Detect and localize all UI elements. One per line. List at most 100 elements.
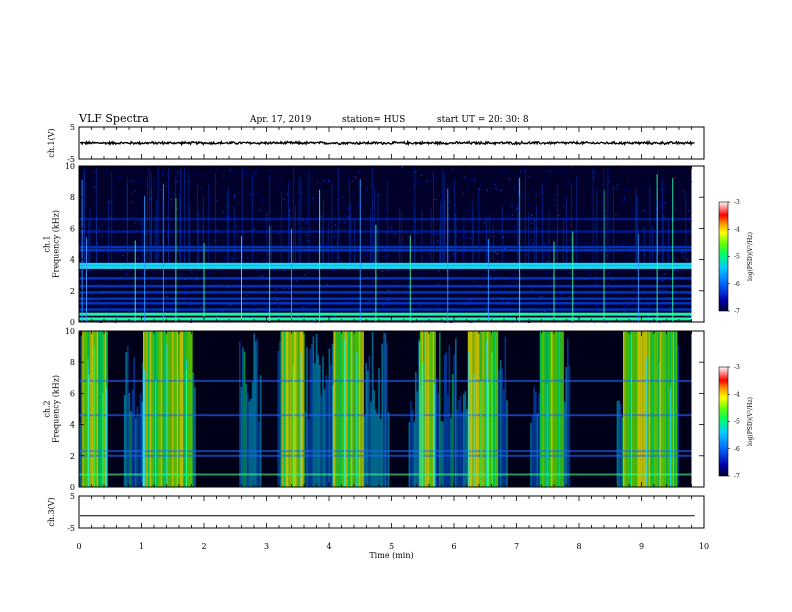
ch1-spectrogram-speckle	[394, 270, 396, 271]
ch1-spectrogram-speckle	[633, 320, 635, 322]
ch1-spectrogram-speckle	[475, 201, 477, 203]
ch1-spectrogram-speckle	[263, 224, 265, 226]
ch1-spectrogram-speckle	[98, 227, 101, 229]
ch2-spectrogram-column	[187, 331, 190, 487]
ch1-spectrogram-speckle	[663, 239, 665, 241]
ch1-spectrogram-speckle	[621, 240, 623, 242]
ch1-spectrogram-speckle	[576, 169, 578, 171]
ch1-spectrogram-speckle	[410, 201, 412, 202]
ch1-spectrogram-speckle	[266, 306, 268, 308]
ch1-spectrogram-speckle	[369, 225, 371, 227]
ch1-spectrogram-speckle	[352, 296, 354, 298]
ch1-spectrogram-speckle	[540, 306, 542, 308]
ch1-spectrogram-speckle	[622, 166, 624, 168]
ch1-spectrogram-speckle	[624, 199, 626, 201]
ch1-spectrogram-speckle	[296, 192, 299, 194]
ch1-spectrogram-band	[79, 317, 692, 321]
ch1-spectrogram-speckle	[249, 194, 251, 196]
ch2-spectrogram-column	[541, 331, 543, 487]
ch1-spectrogram-speckle	[268, 311, 270, 313]
ch1-spectrogram-speckle	[369, 283, 371, 285]
ch2-spectrogram-column	[128, 393, 131, 487]
ch2-spectrogram-column	[373, 390, 375, 487]
ch1-spectrogram-speckle	[422, 320, 424, 322]
ch1-spectrogram-speckle	[105, 176, 107, 178]
ch1-spectrogram-speckle	[488, 240, 490, 242]
ch1-spectrogram-speckle	[684, 239, 686, 241]
ch2-spectrogram-column	[435, 377, 438, 487]
ch2-spectrogram-column	[352, 331, 355, 487]
ch1-spectrogram-speckle	[205, 199, 207, 201]
ch1-spectrogram-speckle	[592, 316, 594, 318]
ch1-spectrogram-speckle	[257, 192, 259, 194]
ch1-spectrogram-speckle	[428, 315, 430, 317]
ch1-spectrogram-speckle	[246, 295, 248, 297]
ch1-spectrogram-speckle	[238, 293, 240, 295]
ch2-spectrogram-column	[482, 331, 484, 487]
ch2-spectrogram-column	[415, 372, 417, 487]
ch1-spectrogram-speckle	[470, 178, 472, 180]
ch1-spectrogram-speckle	[252, 316, 254, 318]
ch3-waveform-ytick-label: -5	[67, 524, 75, 533]
ch1-spectrogram-speckle	[347, 269, 349, 270]
ch2-spectrogram-column	[663, 331, 665, 487]
ch1-spectrogram-speckle	[609, 288, 611, 290]
ch2-spectrogram-column	[165, 331, 167, 487]
ch1-spectrogram-speckle	[617, 290, 619, 292]
ch1-spectrogram-speckle	[165, 186, 167, 187]
ch1-spectrogram-speckle	[262, 275, 264, 277]
ch1-spectrogram-speckle	[334, 224, 336, 226]
ch1-spectrogram-speckle	[531, 215, 533, 216]
colorbar-gradient	[718, 201, 729, 312]
ch2-spectrogram-column	[127, 345, 129, 487]
ch1-spectrogram-speckle	[245, 316, 247, 318]
ch2-spectrogram-column	[624, 331, 627, 487]
ch1-spectrogram-speckle	[122, 293, 124, 295]
ch2-spectrogram-column	[671, 331, 673, 487]
ch2-spectrogram-column	[619, 404, 622, 487]
ch1-spectrogram-speckle	[180, 273, 182, 275]
ch1-spectrogram-speckle	[469, 180, 471, 182]
ch1-spectrogram-speckle	[546, 272, 548, 274]
ch1-spectrogram-speckle	[381, 241, 383, 243]
ch1-spectrogram-speckle	[271, 243, 274, 245]
ch1-spectrogram-speckle	[569, 296, 571, 297]
ch1-spectrogram-speckle	[135, 229, 137, 231]
ch1-spectrogram-speckle	[434, 199, 436, 200]
colorbar-tick-label: -4	[734, 391, 740, 398]
station-label: station= HUS	[342, 115, 405, 125]
ch1-spectrogram-speckle	[94, 279, 96, 281]
ch1-spectrogram-speckle	[177, 300, 179, 302]
ch1-spectrogram-speckle	[665, 289, 667, 291]
ch1-spectrogram-speckle	[177, 175, 179, 177]
ch2-spectrogram-column	[383, 332, 385, 487]
ch1-spectrogram-speckle	[344, 300, 346, 302]
ch2-spectrogram-column	[91, 331, 94, 487]
ch1-spectrogram-speckle	[236, 235, 238, 237]
ch1-spectrogram-speckle	[658, 279, 660, 281]
ch1-spectrogram-speckle	[322, 289, 324, 291]
ch1-spectrogram-speckle	[221, 272, 223, 274]
ch2-spectrogram-column	[370, 401, 372, 487]
ch1-spectrogram-speckle	[544, 311, 546, 312]
ch1-spectrogram-speckle	[302, 305, 304, 307]
ch1-spectrogram-speckle	[154, 184, 156, 186]
ch1-spectrogram-speckle	[596, 283, 598, 285]
ch1-spectrogram-speckle	[415, 172, 417, 173]
ch2-spectrogram-column	[144, 331, 147, 487]
ch1-spectrogram-speckle	[248, 320, 250, 322]
ch1-spectrogram-speckle	[607, 271, 609, 273]
ch2-spectrogram-column	[485, 331, 487, 487]
ch1-spectrogram-speckle	[659, 198, 661, 200]
ch1-spectrogram-speckle	[396, 320, 398, 322]
ch2-spectrogram-column	[175, 331, 177, 487]
ch1-spectrogram-speckle	[216, 229, 218, 231]
ch1-spectrogram-speckle	[601, 202, 603, 203]
colorbar-tick-label: -5	[734, 254, 740, 261]
ch1-spectrogram-speckle	[547, 203, 549, 205]
ch1-spectrogram-speckle	[437, 283, 439, 285]
colorbar-gradient	[718, 366, 729, 477]
ch1-spectrogram-speckle	[366, 240, 368, 241]
ch1-spectrogram-speckle	[549, 169, 551, 171]
ch1-spectrogram-speckle	[520, 273, 522, 275]
